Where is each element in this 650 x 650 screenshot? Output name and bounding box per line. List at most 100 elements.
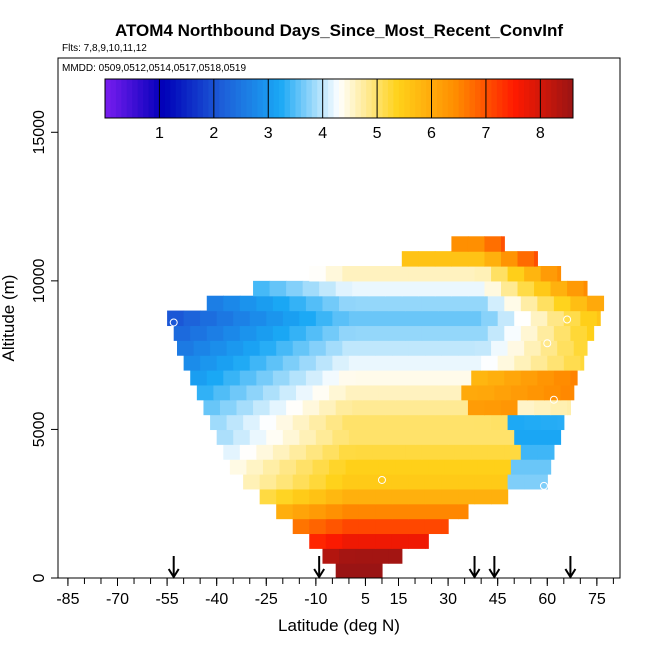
heatmap-cell xyxy=(547,355,565,371)
heatmap-cell xyxy=(458,488,476,505)
heatmap-cell xyxy=(448,355,466,371)
heatmap-cell xyxy=(200,355,218,371)
heatmap-cell xyxy=(276,340,294,356)
heatmap-cell xyxy=(239,444,257,460)
heatmap-cell xyxy=(504,370,522,386)
colorbar-segment xyxy=(137,79,144,118)
sample-marker xyxy=(543,339,552,348)
heatmap-cell xyxy=(458,414,476,431)
colorbar-segment xyxy=(556,79,563,118)
heatmap-cell xyxy=(355,548,373,564)
heatmap-cell xyxy=(464,429,482,445)
heatmap-cell xyxy=(362,384,380,401)
heatmap-cell xyxy=(424,518,443,535)
heatmap-row xyxy=(177,340,588,356)
heatmap-cell xyxy=(276,503,294,520)
colorbar-segment xyxy=(431,79,438,118)
heatmap-cell xyxy=(368,280,386,297)
heatmap-cell xyxy=(497,355,515,371)
heatmap-cell xyxy=(474,488,492,505)
heatmap-cell xyxy=(454,325,472,341)
heatmap-cell xyxy=(348,429,367,445)
heatmap-cell xyxy=(424,533,429,549)
colorbar-tick-label: 7 xyxy=(481,125,490,142)
heatmap-cell xyxy=(216,429,234,445)
heatmap-cell xyxy=(573,340,588,356)
heatmap-cell xyxy=(322,325,340,341)
heatmap-cell xyxy=(358,340,376,356)
heatmap-cell xyxy=(491,474,509,490)
heatmap-cell xyxy=(385,280,403,297)
colorbar-segment xyxy=(377,79,384,118)
colorbar-segment xyxy=(496,79,503,118)
heatmap-cell xyxy=(543,384,562,401)
colorbar-segment xyxy=(502,79,509,118)
heatmap-cell xyxy=(563,310,581,327)
x-tick-label: -40 xyxy=(205,591,228,608)
heatmap-cell xyxy=(570,295,588,312)
y-axis: 0 5000 10000 15000 xyxy=(31,110,58,582)
x-tick-label: 45 xyxy=(489,591,507,608)
heatmap-cell xyxy=(272,370,291,386)
heatmap-cell xyxy=(319,280,337,297)
colorbar-segment xyxy=(491,79,498,118)
sample-marker xyxy=(606,330,615,339)
heatmap-cell xyxy=(471,444,489,460)
heatmap-cell xyxy=(372,548,390,564)
heatmap-cell xyxy=(441,488,459,505)
heatmap-cell xyxy=(279,459,297,475)
heatmap-cell xyxy=(206,370,224,386)
heatmap-cell xyxy=(448,310,466,327)
heatmap-cell xyxy=(223,370,241,386)
heatmap-cell xyxy=(342,488,360,505)
heatmap-cell xyxy=(431,355,449,371)
x-tick-label: 60 xyxy=(538,591,556,608)
heatmap-cell xyxy=(339,295,357,312)
heatmap-cell xyxy=(216,355,234,371)
heatmap-cell xyxy=(315,355,333,371)
heatmap-cell xyxy=(477,384,495,401)
heatmap-cell xyxy=(570,370,578,386)
heatmap-cell xyxy=(256,444,274,460)
heatmap-cell xyxy=(424,503,443,520)
heatmap-cell xyxy=(540,266,558,282)
heatmap-cell xyxy=(312,384,330,401)
heatmap-cell xyxy=(375,533,393,549)
heatmap-cell xyxy=(471,325,489,341)
heatmap-cell xyxy=(415,429,433,445)
colorbar-segment xyxy=(567,79,574,118)
heatmap-cell xyxy=(309,533,327,549)
flight-arrow xyxy=(167,556,180,579)
heatmap-cell xyxy=(388,370,406,386)
heatmap-cell xyxy=(339,370,357,386)
heatmap-cell xyxy=(355,295,373,312)
x-tick-label: 75 xyxy=(588,591,606,608)
heatmap-cell xyxy=(471,295,489,312)
heatmap-cell xyxy=(375,474,393,490)
sample-marker xyxy=(563,315,572,324)
sample-marker xyxy=(169,318,178,327)
heatmap-cell xyxy=(454,295,472,312)
heatmap-cell xyxy=(391,518,410,535)
heatmap-cell xyxy=(428,384,446,401)
heatmap-cell xyxy=(408,474,426,490)
heatmap-cell xyxy=(553,325,572,341)
colorbar-segment xyxy=(121,79,128,118)
heatmap-cell xyxy=(266,310,284,327)
heatmap-cell xyxy=(391,488,410,505)
colorbar-segment xyxy=(110,79,117,118)
heatmap-cell xyxy=(305,295,324,312)
heatmap-cell xyxy=(464,355,482,371)
heatmap-cell xyxy=(487,325,505,341)
heatmap-cell xyxy=(467,236,486,252)
heatmap-cell xyxy=(507,474,525,490)
heatmap-row xyxy=(223,444,555,460)
heatmap-cell xyxy=(507,266,525,282)
sample-markers xyxy=(169,315,615,490)
heatmap-cell xyxy=(547,429,562,445)
heatmap-cell xyxy=(253,399,271,416)
heatmap-cell xyxy=(299,429,317,445)
heatmap-cell xyxy=(388,295,406,312)
heatmap-cell xyxy=(226,340,244,356)
heatmap-cell xyxy=(517,280,535,297)
